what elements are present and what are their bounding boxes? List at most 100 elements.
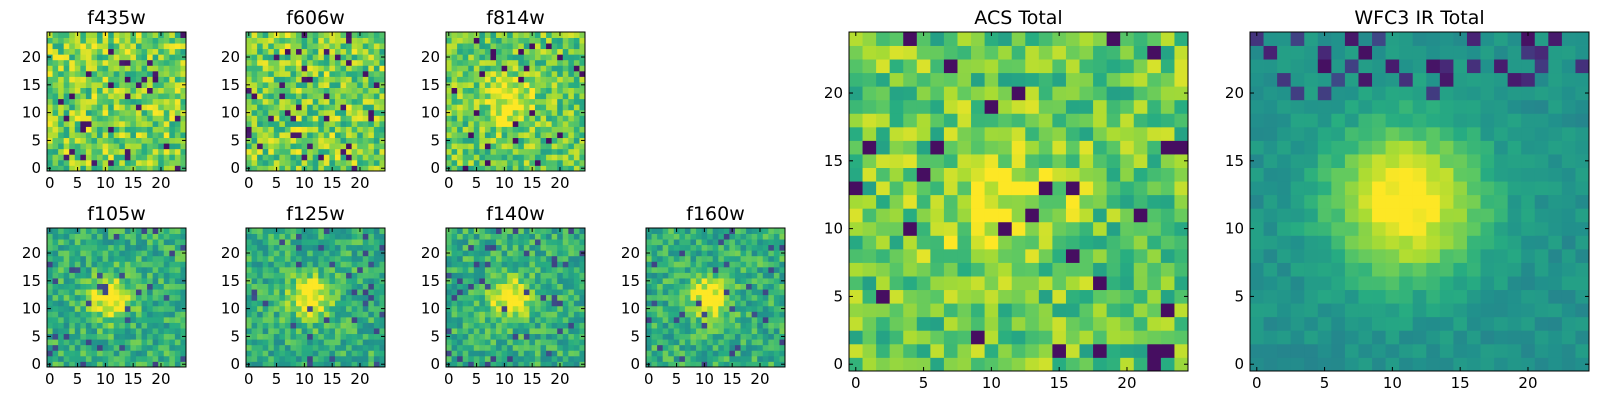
pixel-f125w: [257, 316, 264, 323]
pixel-f160w: [684, 316, 691, 323]
pixel-f814w: [518, 109, 525, 116]
pixel-f140w: [484, 328, 491, 335]
pixel-f125w: [290, 355, 297, 362]
pixel-f435w: [85, 65, 92, 72]
pixel-f105w: [152, 328, 159, 335]
pixel-f160w: [673, 239, 680, 246]
pixel-f160w: [707, 278, 714, 284]
pixel-f125w: [312, 283, 319, 290]
pixel-f105w: [63, 361, 70, 368]
pixel-f125w: [262, 266, 269, 273]
pixel-f140w: [512, 239, 519, 246]
pixel-f435w: [97, 137, 103, 144]
pixel-f814w: [473, 82, 480, 88]
pixel-f105w: [147, 355, 154, 362]
pixel-f606w: [346, 154, 353, 161]
pixel-f606w: [284, 54, 291, 61]
pixel-f105w: [163, 305, 170, 312]
pixel-f140w: [451, 266, 458, 273]
pixel-f105w: [47, 322, 53, 329]
pixel-f814w: [568, 82, 575, 88]
pixel-f125w: [290, 283, 297, 290]
pixel-f160w: [707, 272, 714, 279]
pixel-f606w: [246, 159, 252, 166]
pixel-f814w: [551, 154, 558, 161]
pixel-f606w: [346, 59, 353, 66]
pixel-f125w: [340, 305, 347, 312]
pixel-f435w: [74, 98, 81, 105]
pixel-f606w: [334, 37, 341, 44]
pixel-f140w: [523, 239, 530, 246]
pixel-f140w: [446, 300, 452, 307]
pixel-acs-total: [1147, 235, 1162, 250]
pixel-f160w: [779, 350, 786, 357]
pixel-f125w: [323, 361, 330, 368]
pixel-f606w: [329, 109, 336, 116]
pixel-f105w: [58, 278, 65, 284]
pixel-f125w: [340, 261, 347, 268]
pixel-f606w: [323, 37, 330, 44]
pixel-f160w: [684, 244, 691, 251]
x-tick-label-f814w: 20: [550, 174, 569, 192]
pixel-f125w: [334, 328, 341, 335]
pixel-f105w: [58, 333, 65, 340]
pixel-f435w: [97, 126, 103, 133]
pixel-f435w: [52, 104, 59, 111]
pixel-acs-total: [1025, 316, 1040, 331]
pixel-f160w: [651, 300, 658, 307]
pixel-f814w: [457, 65, 464, 72]
pixel-f814w: [534, 104, 541, 111]
pixel-f606w: [379, 32, 386, 38]
pixel-f105w: [163, 266, 170, 273]
pixel-f814w: [529, 59, 536, 66]
pixel-f105w: [158, 344, 165, 351]
pixel-f105w: [47, 239, 53, 246]
pixel-acs-total: [1079, 248, 1094, 263]
pixel-f435w: [158, 120, 165, 127]
pixel-acs-total: [862, 235, 877, 250]
pixel-f105w: [69, 261, 76, 268]
pixel-f435w: [113, 70, 120, 77]
pixel-f814w: [501, 104, 508, 111]
pixel-f160w: [768, 289, 775, 296]
pixel-f606w: [323, 104, 330, 111]
pixel-f160w: [657, 272, 664, 279]
pixel-f125w: [346, 244, 353, 251]
pixel-f125w: [262, 361, 269, 368]
axes-frame-f125w: [245, 227, 386, 368]
pixel-f125w: [323, 339, 330, 346]
pixel-f814w: [446, 87, 452, 94]
pixel-f435w: [180, 76, 187, 83]
pixel-f160w: [751, 228, 758, 234]
pixel-f105w: [147, 361, 154, 368]
pixel-f140w: [518, 244, 525, 251]
pixel-f125w: [368, 266, 375, 273]
pixel-f160w: [690, 283, 697, 290]
pixel-f435w: [102, 137, 109, 144]
pixel-f140w: [534, 272, 541, 279]
pixel-f814w: [557, 143, 564, 150]
pixel-f140w: [540, 316, 547, 323]
pixel-f606w: [373, 137, 380, 144]
pixel-f606w: [312, 54, 319, 61]
pixel-f105w: [135, 355, 142, 362]
pixel-f105w: [174, 328, 181, 335]
pixel-f435w: [141, 148, 148, 155]
pixel-f160w: [723, 300, 730, 307]
x-tick-label-f814w: 10: [495, 174, 514, 192]
pixel-f814w: [523, 159, 530, 166]
pixel-f140w: [468, 261, 475, 268]
pixel-f160w: [762, 283, 769, 290]
pixel-acs-total: [903, 181, 918, 196]
pixel-acs-total: [916, 154, 931, 168]
pixel-acs-total: [889, 181, 904, 196]
pixel-f160w: [773, 300, 780, 307]
pixel-f125w: [329, 244, 336, 251]
pixel-f435w: [147, 132, 154, 139]
pixel-f606w: [329, 70, 336, 77]
pixel-f160w: [690, 355, 697, 362]
pixel-f105w: [174, 266, 181, 273]
pixel-f105w: [58, 283, 65, 290]
pixel-f814w: [546, 143, 553, 150]
